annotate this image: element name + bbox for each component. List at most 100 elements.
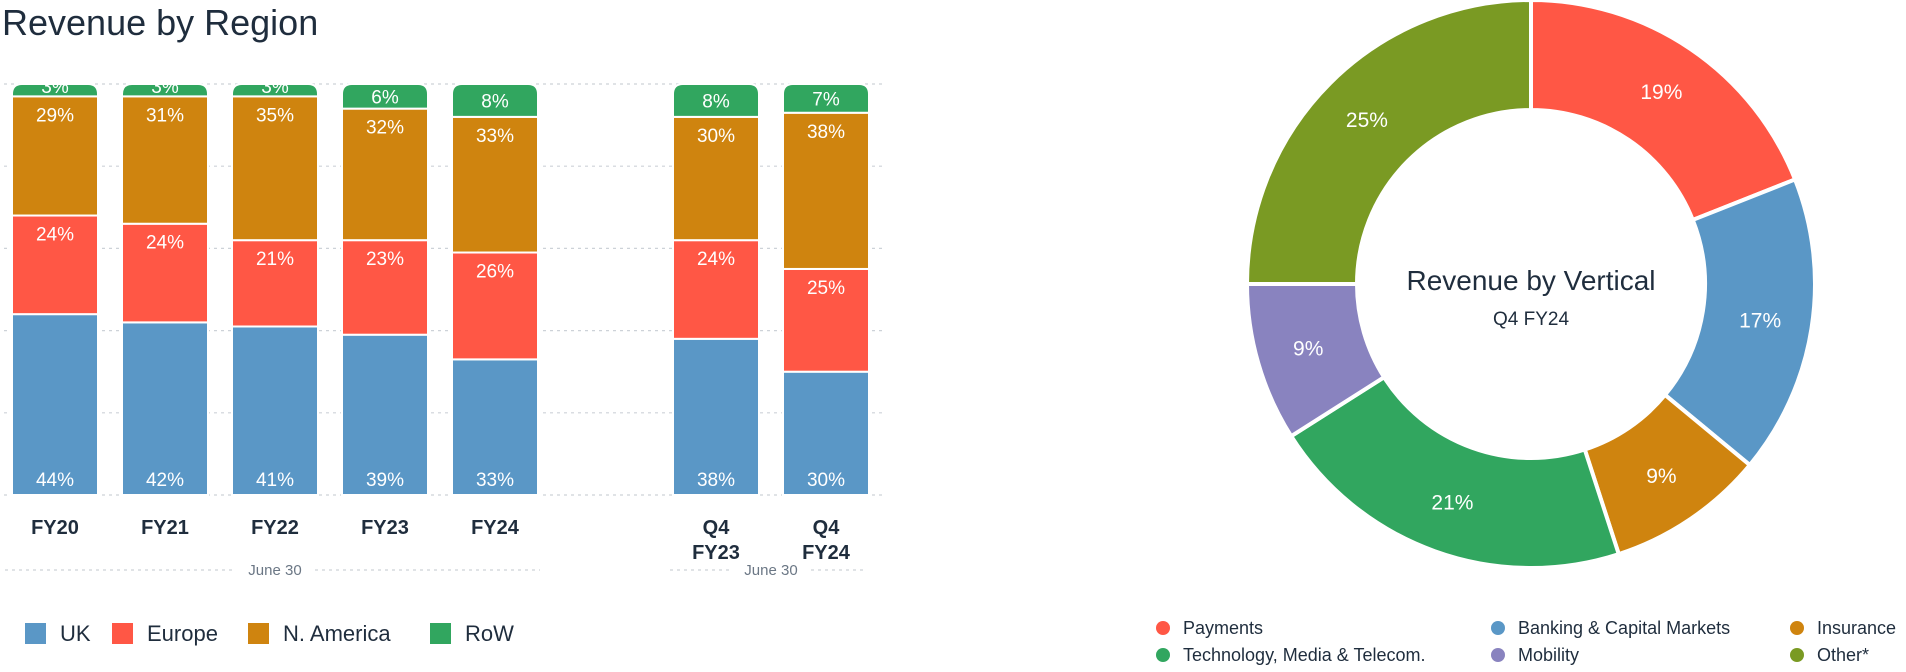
legend-swatch	[430, 623, 451, 644]
bar-value-label: 41%	[256, 470, 294, 491]
vertical-donut-chart: 19% 17% 9% 21% 9% 25% Revenue by Vertical Q4 FY…	[1244, 0, 1817, 570]
bar-value-label: 8%	[702, 91, 730, 112]
bar-fy20: 44% 24% 29% 3%	[11, 77, 99, 496]
bar-fy22: 41% 21% 35% 3%	[231, 77, 319, 496]
legend-dot	[1156, 621, 1170, 635]
bar-segment-uk	[672, 337, 760, 496]
slice-payments: 19%	[1529, 0, 1798, 223]
bar-value-label: 39%	[366, 470, 404, 491]
bar-q4-fy24: 30% 25% 38% 7%	[782, 83, 870, 497]
bar-segment-uk	[782, 370, 870, 497]
donut-slice	[1529, 0, 1798, 223]
legend-label: Technology, Media & Telecom.	[1183, 645, 1425, 665]
legend-item-europe: Europe	[112, 621, 218, 646]
legend-dot	[1156, 648, 1170, 662]
legend-swatch	[112, 623, 133, 644]
bar-segment-row	[11, 83, 99, 98]
category-label: FY21	[141, 517, 189, 539]
bar-value-label: 24%	[697, 249, 735, 270]
category-label: FY20	[31, 517, 79, 539]
legend-label: Insurance	[1817, 618, 1896, 638]
period-label: June 30	[248, 562, 301, 579]
bar-segment-europe	[451, 251, 539, 361]
bar-value-label: 29%	[36, 105, 74, 126]
bar-segment-europe	[11, 214, 99, 316]
bar-segment-uk	[121, 321, 209, 496]
legend-dot	[1491, 648, 1505, 662]
legend-item-payments: Payments	[1156, 618, 1263, 638]
legend-item-uk: UK	[25, 621, 91, 646]
bar-segment-europe	[231, 239, 319, 328]
bar-value-label: 44%	[36, 470, 74, 491]
category-label: Q4	[813, 517, 841, 539]
category-label: FY24	[802, 542, 851, 564]
legend-label: N. America	[283, 621, 391, 646]
donut-title: Revenue by Vertical	[1406, 265, 1655, 296]
category-label: Q4	[703, 517, 731, 539]
slice-value-label: 9%	[1646, 465, 1676, 488]
legend-item-insurance: Insurance	[1790, 618, 1896, 638]
bar-segment-row	[782, 83, 870, 114]
bar-value-label: 31%	[146, 105, 184, 126]
bar-segment-n-america	[672, 115, 760, 242]
legend-label: Mobility	[1518, 645, 1579, 665]
category-label: FY24	[471, 517, 520, 539]
bar-value-label: 30%	[807, 470, 845, 491]
slice-value-label: 9%	[1293, 338, 1323, 361]
bar-segment-europe	[782, 267, 870, 373]
bar-fy23: 39% 23% 32% 6%	[341, 83, 429, 496]
bar-segment-europe	[672, 239, 760, 340]
slice-value-label: 19%	[1640, 81, 1682, 104]
bar-value-label: 42%	[146, 470, 184, 491]
legend-label: Payments	[1183, 618, 1263, 638]
bar-value-label: 3%	[261, 77, 289, 98]
period-label: June 30	[744, 562, 797, 579]
legend-label: UK	[60, 621, 91, 646]
bar-value-label: 3%	[151, 77, 179, 98]
donut-slice	[1244, 0, 1533, 286]
vertical-legend: Payments Banking & Capital Markets Insuran…	[1156, 618, 1896, 665]
bar-value-label: 33%	[476, 470, 514, 491]
legend-dot	[1790, 621, 1804, 635]
slice-value-label: 21%	[1431, 491, 1473, 514]
slice-value-label: 25%	[1346, 109, 1388, 132]
bar-q4-fy23: 38% 24% 30% 8%	[672, 83, 760, 496]
bar-segment-row	[121, 83, 209, 98]
bar-segment-n-america	[341, 107, 429, 242]
bar-value-label: 24%	[146, 233, 184, 254]
legend-label: RoW	[465, 621, 514, 646]
bar-value-label: 32%	[366, 118, 404, 139]
bar-segment-n-america	[451, 115, 539, 254]
bar-value-label: 21%	[256, 249, 294, 270]
category-label: FY23	[692, 542, 740, 564]
slice-technology-media-telecom: 21%	[1288, 374, 1622, 570]
bar-value-label: 8%	[481, 91, 509, 112]
legend-item-row: RoW	[430, 621, 514, 646]
category-label: FY22	[251, 517, 299, 539]
region-bar-chart: 44% 24% 29% 3% FY20 42% 24% 31% 3% FY21 41% 21% 35% 3…	[4, 77, 882, 579]
bar-value-label: 3%	[41, 77, 69, 98]
bar-value-label: 6%	[371, 87, 399, 108]
bar-segment-europe	[341, 239, 429, 336]
legend-label: Europe	[147, 621, 218, 646]
bar-value-label: 30%	[697, 126, 735, 147]
bar-segment-row	[231, 83, 319, 98]
bar-segment-row	[341, 83, 429, 110]
bar-segment-row	[451, 83, 539, 118]
bar-value-label: 24%	[36, 225, 74, 246]
slice-other: 25%	[1244, 0, 1533, 286]
bar-value-label: 33%	[476, 126, 514, 147]
bar-value-label: 35%	[256, 105, 294, 126]
legend-swatch	[248, 623, 269, 644]
bar-segment-n-america	[231, 95, 319, 242]
bar-segment-europe	[121, 222, 209, 324]
bar-value-label: 38%	[807, 122, 845, 143]
donut-subtitle: Q4 FY24	[1493, 309, 1569, 330]
legend-label: Banking & Capital Markets	[1518, 618, 1730, 638]
bar-segment-row	[672, 83, 760, 118]
legend-item-n-america: N. America	[248, 621, 391, 646]
bar-value-label: 25%	[807, 278, 845, 299]
bar-value-label: 7%	[812, 89, 840, 110]
slice-value-label: 17%	[1739, 309, 1781, 332]
